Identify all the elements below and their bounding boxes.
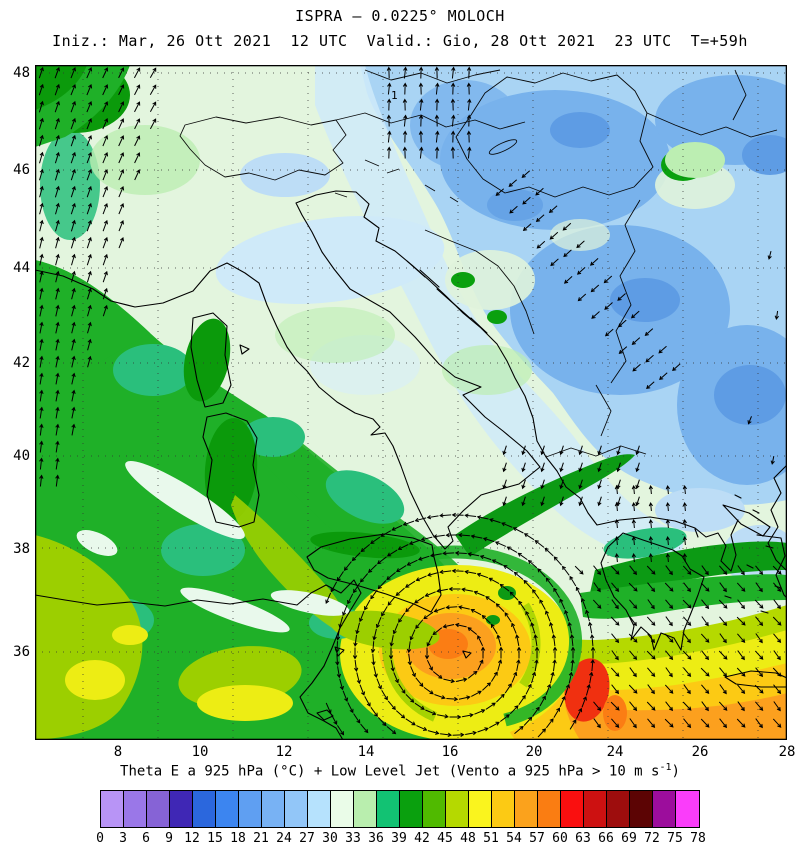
map-border bbox=[34, 64, 788, 741]
colorbar bbox=[100, 790, 700, 828]
colorbar-tick: 27 bbox=[299, 831, 315, 846]
run-valid-times: Iniz.: Mar, 26 Ott 2021 12 UTC Valid.: G… bbox=[52, 32, 748, 50]
colorbar-cell bbox=[308, 791, 331, 827]
contour-label: 1 bbox=[391, 89, 398, 102]
lon-tick-label: 20 bbox=[525, 744, 543, 760]
colorbar-tick: 54 bbox=[506, 831, 522, 846]
lon-tick-label: 16 bbox=[441, 744, 459, 760]
colorbar-tick: 69 bbox=[621, 831, 637, 846]
latlon-gridlines bbox=[35, 65, 787, 740]
colorbar-tick: 39 bbox=[391, 831, 407, 846]
colorbar-cell bbox=[423, 791, 446, 827]
colorbar-tick: 3 bbox=[119, 831, 127, 846]
colorbar-cell bbox=[492, 791, 515, 827]
colorbar-cell bbox=[630, 791, 653, 827]
colorbar-cell bbox=[607, 791, 630, 827]
colorbar-cell bbox=[538, 791, 561, 827]
lon-tick-label: 8 bbox=[113, 744, 123, 760]
colorbar-cell bbox=[216, 791, 239, 827]
theta-e-map: 1 bbox=[20, 57, 800, 741]
colorbar-tick: 21 bbox=[253, 831, 269, 846]
lon-tick-label: 28 bbox=[778, 744, 796, 760]
colorbar-cell bbox=[193, 791, 216, 827]
colorbar-tick: 0 bbox=[96, 831, 104, 846]
colorbar-tick: 36 bbox=[368, 831, 384, 846]
lon-tick-label: 24 bbox=[606, 744, 624, 760]
colorbar-tick: 30 bbox=[322, 831, 338, 846]
colorbar-cell bbox=[584, 791, 607, 827]
colorbar-tick: 63 bbox=[575, 831, 591, 846]
lon-tick-label: 26 bbox=[691, 744, 709, 760]
colorbar-cell bbox=[653, 791, 676, 827]
lat-tick-label: 38 bbox=[13, 541, 30, 557]
colorbar-tick: 72 bbox=[644, 831, 660, 846]
lon-tick-label: 14 bbox=[357, 744, 375, 760]
colorbar-cell bbox=[515, 791, 538, 827]
map-canvas: 1 48 46 44 42 40 38 36 bbox=[13, 57, 800, 741]
colorbar-cell bbox=[239, 791, 262, 827]
colorbar-tick: 24 bbox=[276, 831, 292, 846]
colorbar-tick: 78 bbox=[690, 831, 706, 846]
colorbar-tick: 45 bbox=[437, 831, 453, 846]
colorbar-cell bbox=[147, 791, 170, 827]
colorbar-cell bbox=[446, 791, 469, 827]
colorbar-tick: 33 bbox=[345, 831, 361, 846]
colorbar-cell bbox=[561, 791, 584, 827]
lat-tick-label: 44 bbox=[13, 260, 30, 276]
colorbar-cell bbox=[469, 791, 492, 827]
colorbar-cell bbox=[400, 791, 423, 827]
lat-tick-label: 42 bbox=[13, 355, 30, 371]
colorbar-cell bbox=[170, 791, 193, 827]
lat-tick-label: 40 bbox=[13, 448, 30, 464]
wind-arrows bbox=[38, 66, 782, 738]
colorbar-cell bbox=[262, 791, 285, 827]
colorbar-cell bbox=[124, 791, 147, 827]
legend-caption-sup: -1 bbox=[659, 762, 672, 773]
legend-caption: Theta E a 925 hPa (°C) + Low Level Jet (… bbox=[0, 762, 800, 780]
colorbar-tick: 60 bbox=[552, 831, 568, 846]
lat-tick-label: 48 bbox=[13, 65, 30, 81]
colorbar-cell bbox=[331, 791, 354, 827]
legend-caption-text: Theta E a 925 hPa (°C) + Low Level Jet (… bbox=[120, 763, 660, 780]
colorbar-tick: 75 bbox=[667, 831, 683, 846]
lon-tick-label: 10 bbox=[191, 744, 209, 760]
colorbar-cell bbox=[676, 791, 699, 827]
colorbar-cell bbox=[101, 791, 124, 827]
colorbar-tick: 15 bbox=[207, 831, 223, 846]
colorbar-tick: 66 bbox=[598, 831, 614, 846]
colorbar-tick: 6 bbox=[142, 831, 150, 846]
page-title: ISPRA — 0.0225° MOLOCH bbox=[295, 7, 505, 25]
lon-tick-label: 12 bbox=[275, 744, 293, 760]
colorbar-tick: 42 bbox=[414, 831, 430, 846]
colorbar-tick: 48 bbox=[460, 831, 476, 846]
lat-tick-label: 36 bbox=[13, 644, 30, 660]
colorbar-tick: 12 bbox=[184, 831, 200, 846]
colorbar-cell bbox=[354, 791, 377, 827]
lat-tick-label: 46 bbox=[13, 162, 30, 178]
colorbar-tick: 51 bbox=[483, 831, 499, 846]
colorbar-tick: 57 bbox=[529, 831, 545, 846]
colorbar-tick: 9 bbox=[165, 831, 173, 846]
colorbar-cell bbox=[285, 791, 308, 827]
legend-caption-close: ) bbox=[671, 763, 680, 780]
colorbar-cell bbox=[377, 791, 400, 827]
colorbar-tick: 18 bbox=[230, 831, 246, 846]
